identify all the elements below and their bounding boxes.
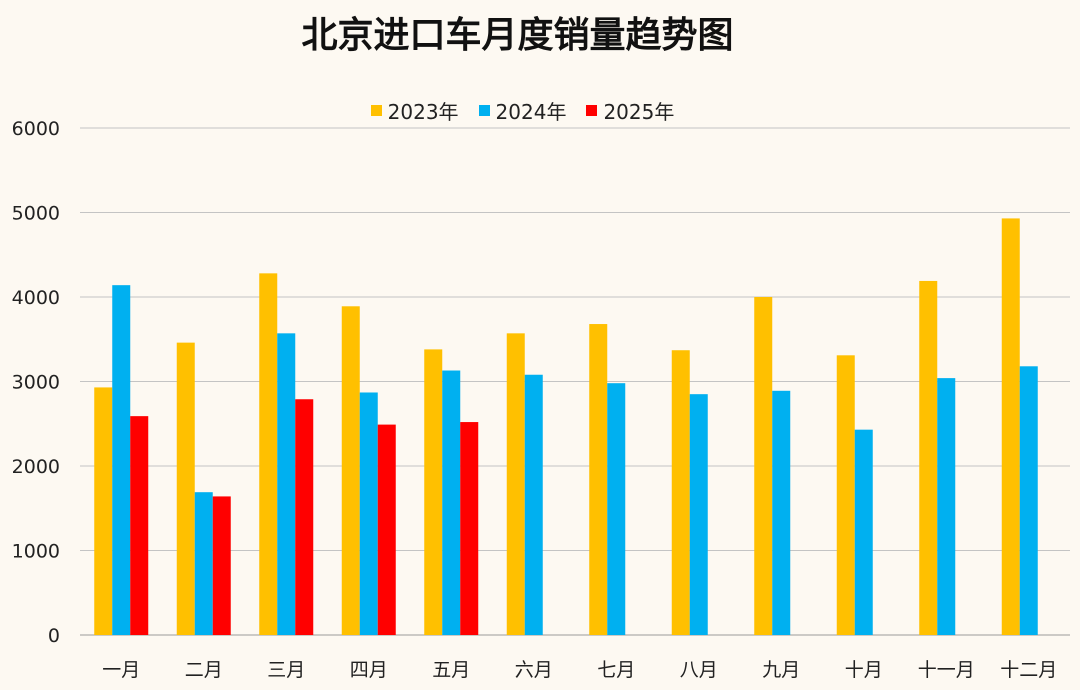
y-tick-label: 2000 xyxy=(12,456,60,478)
bar xyxy=(671,350,690,635)
x-tick-label: 十月 xyxy=(845,659,883,681)
legend-label: 2025年 xyxy=(603,100,675,124)
bar xyxy=(295,399,314,635)
y-tick-label: 3000 xyxy=(12,372,60,394)
bar xyxy=(442,370,461,635)
bar xyxy=(377,424,396,635)
bar xyxy=(341,306,360,635)
x-tick-label: 九月 xyxy=(762,659,800,681)
x-tick-label: 三月 xyxy=(267,659,305,681)
bar xyxy=(212,496,231,635)
y-tick-label: 6000 xyxy=(12,118,60,140)
legend-label: 2024年 xyxy=(495,100,567,124)
bar xyxy=(506,333,525,635)
bar xyxy=(589,324,608,635)
bar xyxy=(259,273,278,635)
bar xyxy=(1001,218,1020,636)
bar xyxy=(130,416,149,635)
bar xyxy=(94,387,113,635)
x-tick-label: 二月 xyxy=(185,659,223,681)
x-tick-label: 十二月 xyxy=(1000,659,1057,681)
legend-swatch xyxy=(478,105,490,116)
x-tick-label: 八月 xyxy=(680,659,718,681)
bar xyxy=(689,394,708,635)
x-tick-label: 五月 xyxy=(432,659,470,681)
x-tick-label: 四月 xyxy=(350,659,388,681)
y-tick-label: 0 xyxy=(48,625,60,647)
y-tick-label: 4000 xyxy=(12,287,60,309)
x-tick-label: 七月 xyxy=(597,659,635,681)
legend-swatch xyxy=(370,105,382,116)
bar xyxy=(836,355,855,635)
bar xyxy=(937,378,956,635)
x-tick-label: 一月 xyxy=(102,659,140,681)
bar xyxy=(607,383,626,635)
bar xyxy=(754,297,773,635)
bar xyxy=(919,280,938,635)
bar xyxy=(460,422,479,635)
x-tick-label: 六月 xyxy=(515,659,553,681)
legend-item: 2023年 xyxy=(370,96,459,125)
bar xyxy=(424,349,443,635)
bar xyxy=(194,492,213,635)
legend-swatch xyxy=(586,105,598,116)
bar xyxy=(854,429,873,635)
chart-title: 北京进口车月度销量趋势图 xyxy=(301,15,734,56)
bar xyxy=(524,374,543,635)
bar xyxy=(1019,366,1038,635)
bar xyxy=(359,392,378,635)
bar xyxy=(176,342,195,635)
legend-item: 2024年 xyxy=(478,96,567,125)
x-tick-label: 十一月 xyxy=(918,659,975,681)
y-tick-label: 5000 xyxy=(12,203,60,225)
y-tick-label: 1000 xyxy=(12,541,60,563)
legend-label: 2023年 xyxy=(387,100,459,124)
bar xyxy=(277,333,296,635)
legend: 2023年 2024年 2025年 xyxy=(0,96,1045,125)
legend-item: 2025年 xyxy=(586,96,674,125)
bar xyxy=(112,285,131,635)
bar xyxy=(772,390,791,635)
